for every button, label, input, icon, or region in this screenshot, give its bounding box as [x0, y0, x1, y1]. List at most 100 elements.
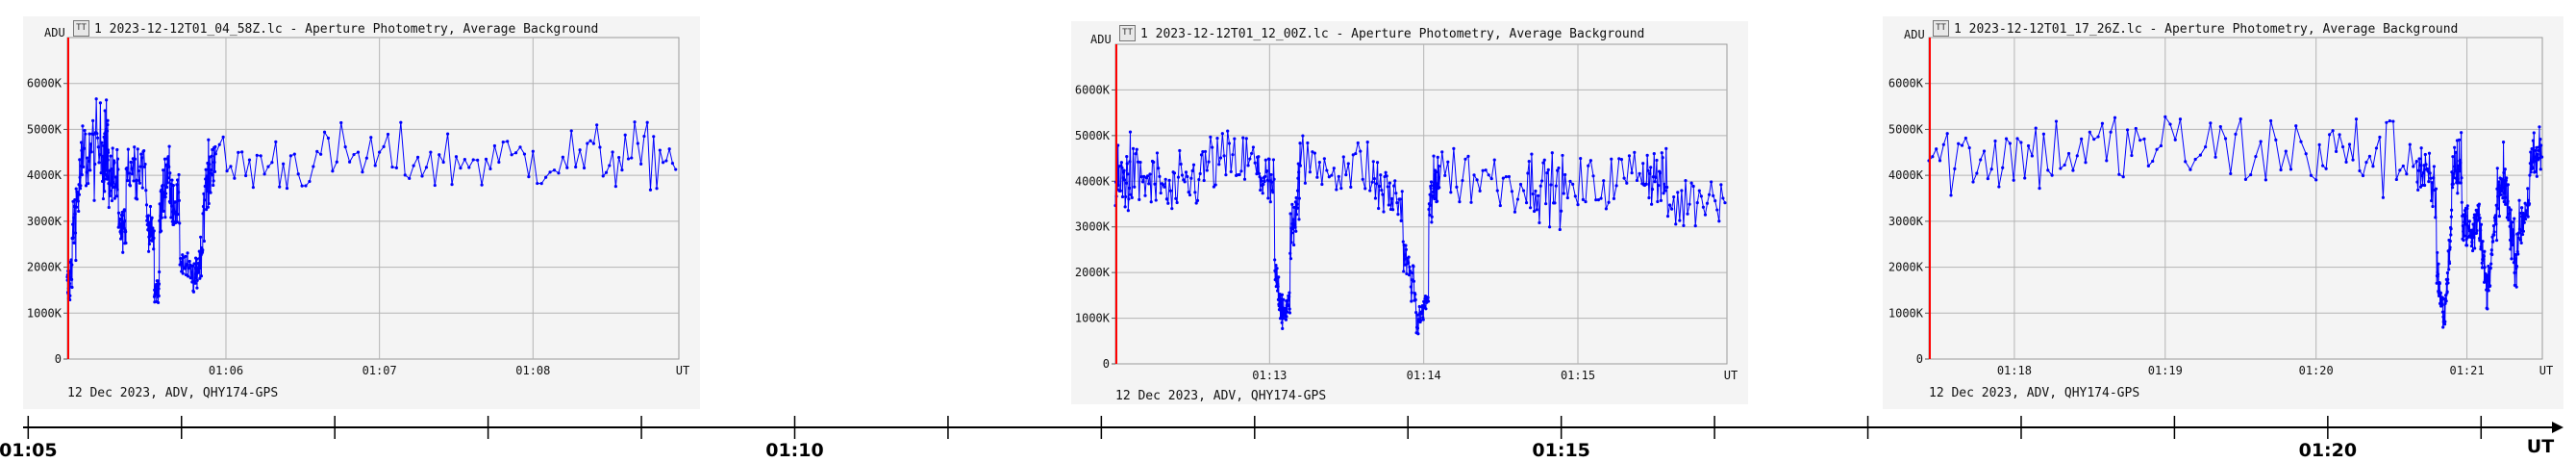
data-point [1550, 151, 1554, 155]
data-line [90, 134, 93, 152]
data-point [179, 256, 183, 261]
data-line [1228, 142, 1232, 172]
data-point [2130, 153, 2134, 158]
data-point [1384, 170, 1388, 174]
data-point [2274, 138, 2278, 142]
data-line [477, 160, 483, 186]
data-line [2230, 134, 2237, 174]
data-line [89, 143, 91, 170]
data-line [486, 159, 491, 169]
y-tick-label: 1000K [1075, 312, 1111, 325]
data-line [1244, 138, 1247, 180]
data-line [653, 136, 658, 189]
data-line [1194, 192, 1197, 204]
data-line [1139, 162, 1142, 177]
data-line [1541, 163, 1544, 181]
data-point [1680, 189, 1684, 193]
data-line [1946, 133, 1952, 195]
data-point [2502, 170, 2506, 175]
data-line [400, 122, 406, 175]
data-point [1412, 265, 1415, 269]
data-point [171, 183, 175, 188]
data-point [116, 167, 120, 171]
data-point [1209, 135, 1213, 139]
data-line [2295, 125, 2302, 142]
data-point [2423, 152, 2427, 157]
data-line [1615, 158, 1620, 186]
data-point [492, 143, 497, 148]
data-point [2100, 121, 2105, 125]
data-line [2275, 140, 2282, 170]
data-point [1128, 130, 1133, 134]
data-line [1121, 177, 1124, 197]
data-line [2110, 117, 2115, 133]
data-line [2315, 144, 2320, 180]
data-line [1554, 186, 1557, 203]
data-line [1355, 142, 1359, 154]
data-line [2420, 147, 2423, 176]
data-point [1285, 315, 1288, 319]
data-point [167, 144, 171, 148]
data-line [2235, 118, 2241, 135]
data-line [570, 130, 577, 167]
data-point [1413, 293, 1417, 296]
data-line [1954, 143, 1960, 169]
data-point [116, 211, 121, 215]
data-line [1476, 179, 1481, 192]
data-line [1336, 176, 1339, 191]
data-line [2342, 146, 2347, 163]
data-point [2223, 137, 2228, 141]
data-line [2199, 146, 2207, 156]
data-point [1332, 167, 1336, 170]
data-line [2068, 153, 2074, 171]
data-line [2325, 134, 2331, 169]
data-line [1245, 138, 1249, 166]
data-line [489, 145, 495, 169]
data-point [1126, 172, 1130, 176]
y-tick-label: 3000K [1075, 220, 1111, 234]
data-line [1438, 151, 1443, 188]
data-point [204, 167, 208, 171]
data-line [2250, 156, 2257, 175]
data-line [2185, 161, 2191, 170]
data-line [1144, 177, 1147, 196]
data-line [2260, 141, 2266, 180]
data-line [640, 136, 645, 165]
y-tick-label: 1000K [1888, 306, 1924, 320]
data-line [1642, 163, 1645, 185]
y-tick-label: 5000K [1888, 122, 1924, 136]
data-line [665, 148, 670, 162]
data-point [1174, 196, 1178, 200]
data-line [2305, 153, 2312, 176]
data-point [2418, 185, 2423, 189]
data-line [2290, 125, 2297, 169]
data-point [1281, 326, 1285, 330]
data-point [1387, 203, 1390, 207]
data-point [2008, 141, 2012, 145]
data-line [1316, 162, 1320, 178]
data-line [332, 162, 338, 171]
data-line [1313, 153, 1318, 178]
data-line [1687, 204, 1690, 215]
data-line [1347, 163, 1352, 188]
data-line [1964, 138, 1970, 148]
data-point [133, 145, 137, 149]
data-line [2097, 123, 2103, 138]
data-point [2414, 160, 2418, 164]
panel-footer: 12 Dec 2023, ADV, QHY174-GPS [1929, 386, 2140, 400]
data-point [2453, 145, 2457, 149]
data-point [1286, 310, 1289, 314]
data-line [1366, 141, 1371, 192]
data-point [2405, 172, 2409, 176]
data-line [181, 262, 183, 272]
data-point [1535, 208, 1538, 212]
data-point [1292, 243, 1296, 247]
data-point [2249, 172, 2253, 177]
data-point [292, 152, 296, 156]
data-line [1572, 184, 1576, 196]
y-tick-label: 1000K [27, 306, 63, 320]
data-line [1221, 133, 1225, 156]
data-point [2259, 140, 2263, 143]
data-point [2279, 167, 2283, 172]
data-point [2513, 252, 2517, 257]
